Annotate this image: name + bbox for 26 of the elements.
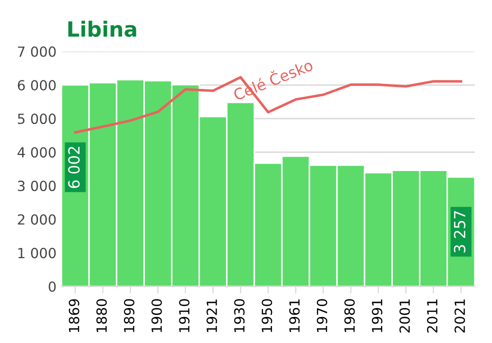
- x-tick-label: 1930: [234, 299, 245, 332]
- x-tick-label: 2021: [454, 299, 466, 333]
- x-tick-label: 1880: [96, 299, 107, 332]
- x-tick-label: 1910: [179, 299, 190, 332]
- x-tick-label: 1921: [206, 299, 218, 332]
- x-tick-label: 1890: [124, 299, 134, 332]
- x-tick-label: 1900: [151, 299, 162, 332]
- x-tick-label: 1991: [372, 299, 382, 332]
- x-tick-label: 1869: [68, 299, 80, 332]
- y-tick-label: 0: [48, 281, 56, 292]
- y-tick-label: 6 000: [18, 80, 56, 90]
- x-tick-label: 1970: [316, 299, 328, 332]
- data-label: 6 002: [68, 146, 80, 188]
- y-tick-label: 1 000: [18, 248, 56, 258]
- x-tick-label: 1980: [344, 299, 355, 332]
- data-label: 3 257: [454, 211, 466, 252]
- x-tick-label: 2001: [399, 299, 410, 333]
- y-tick-label: 4 000: [18, 147, 56, 158]
- y-tick-label: 5 000: [18, 114, 56, 124]
- x-tick-label: 2011: [426, 299, 438, 333]
- x-tick-label: 1961: [289, 299, 300, 332]
- chart-title: Libina: [68, 20, 136, 37]
- x-tick-label: 1950: [262, 299, 272, 332]
- y-tick-label: 7 000: [18, 46, 56, 57]
- y-tick-label: 3 000: [18, 180, 56, 192]
- y-tick-label: 2 000: [18, 214, 56, 225]
